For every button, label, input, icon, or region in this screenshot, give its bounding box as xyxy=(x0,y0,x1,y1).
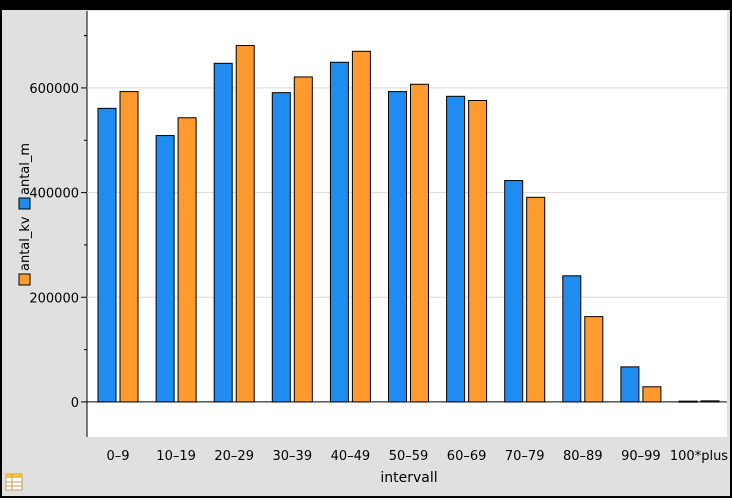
y-tick-label: 200000 xyxy=(29,291,79,306)
bar-antal_kv-9[interactable] xyxy=(642,386,662,403)
bar-antal_kv-3[interactable] xyxy=(293,76,313,403)
top-bar xyxy=(0,0,732,10)
x-tick-label: 40–49 xyxy=(331,449,371,464)
bar-antal_m-7[interactable] xyxy=(504,180,524,403)
bar-antal_m-4[interactable] xyxy=(329,61,349,403)
bars xyxy=(97,45,720,403)
y-tick-label: 0 xyxy=(71,396,79,411)
legend-swatch-antal_kv xyxy=(18,273,31,286)
x-tick-label: 20–29 xyxy=(214,449,254,464)
bar-antal_m-5[interactable] xyxy=(388,91,407,403)
bar-antal_kv-2[interactable] xyxy=(235,45,255,403)
bar-antal_kv-10[interactable] xyxy=(700,400,720,403)
bar-antal_m-0[interactable] xyxy=(97,107,117,403)
bar-antal_m-1[interactable] xyxy=(155,135,175,403)
x-tick-label: 80–89 xyxy=(563,449,603,464)
bar-antal_kv-7[interactable] xyxy=(526,196,546,403)
x-axis-tick-labels: 0–9 10–19 20–29 30–39 40–49 50–59 60–69 70–79 80… xyxy=(106,449,728,464)
y-tick-label: 400000 xyxy=(29,187,79,202)
legend-group: antal_kv antal_m xyxy=(18,143,33,286)
bar-antal_kv-1[interactable] xyxy=(177,117,197,403)
bar-antal_m-8[interactable] xyxy=(562,275,582,403)
bar-antal_m-9[interactable] xyxy=(620,366,640,403)
bar-antal_kv-4[interactable] xyxy=(351,50,371,403)
x-tick-label: 0–9 xyxy=(106,449,129,464)
bar-antal_kv-0[interactable] xyxy=(119,91,139,403)
table-icon[interactable] xyxy=(5,473,23,491)
bar-antal_m-10[interactable] xyxy=(678,400,698,403)
y-axis: 0 200000 400000 600000 xyxy=(29,35,87,411)
bar-antal_kv-8[interactable] xyxy=(584,316,604,403)
legend[interactable]: antal_kv antal_m xyxy=(18,143,33,286)
x-tick-label: 50–59 xyxy=(389,449,429,464)
x-tick-label: 10–19 xyxy=(156,449,196,464)
x-tick-label: 90–99 xyxy=(621,449,661,464)
bar-antal_m-3[interactable] xyxy=(271,92,291,403)
x-tick-label: 100*plus xyxy=(670,449,728,464)
x-tick-label: 60–69 xyxy=(447,449,487,464)
legend-label-antal_kv: antal_kv xyxy=(18,216,33,271)
bar-antal_kv-5[interactable] xyxy=(410,83,429,403)
x-tick-label: 70–79 xyxy=(505,449,545,464)
legend-label-antal_m: antal_m xyxy=(18,143,33,195)
x-tick-label: 30–39 xyxy=(273,449,313,464)
bar-antal_m-2[interactable] xyxy=(213,62,233,403)
bar-antal_m-6[interactable] xyxy=(446,95,466,403)
x-axis-title: intervall xyxy=(380,470,437,486)
legend-swatch-antal_m xyxy=(18,197,31,210)
y-tick-label: 600000 xyxy=(29,82,79,97)
bar-antal_kv-6[interactable] xyxy=(468,99,488,403)
